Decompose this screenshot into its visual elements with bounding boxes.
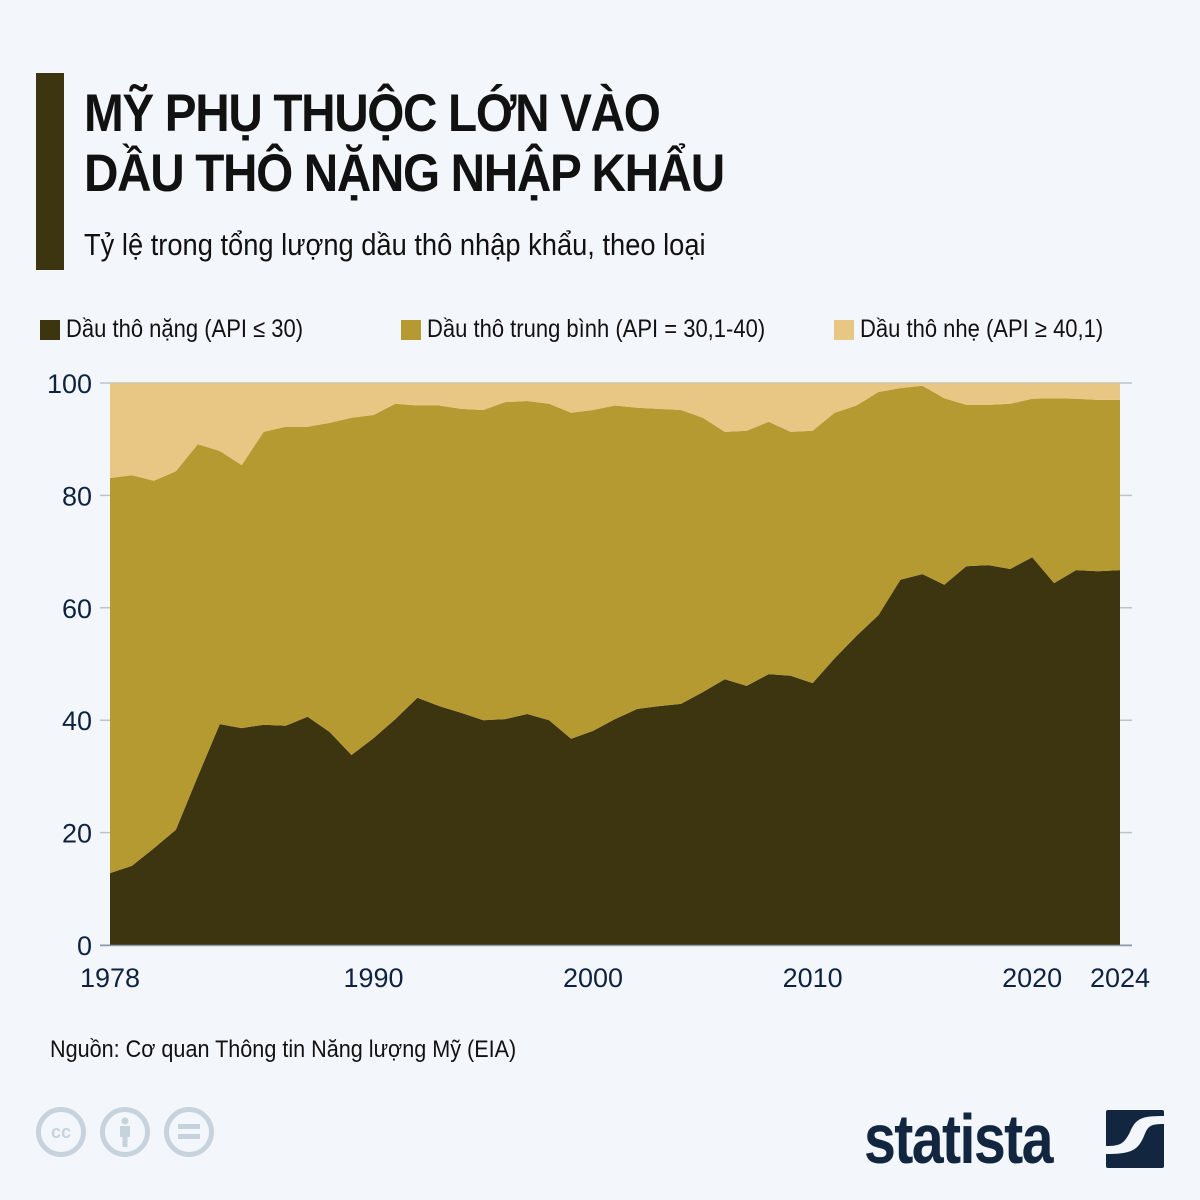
statista-logo[interactable]: statista xyxy=(864,1104,1164,1174)
statista-logo-icon xyxy=(1106,1110,1164,1168)
legend-swatch-heavy xyxy=(40,319,60,340)
area-series-1 xyxy=(110,385,1120,874)
legend-swatch-medium xyxy=(401,319,421,340)
legend-label-medium: Dầu thô trung bình (API = 30,1-40) xyxy=(427,315,766,343)
y-tick-label: 100 xyxy=(47,369,92,399)
x-tick-label: 2020 xyxy=(1002,963,1062,993)
x-tick-label: 1978 xyxy=(80,963,140,993)
y-tick-label: 40 xyxy=(62,706,92,736)
chart-areas xyxy=(110,383,1120,945)
legend-label-heavy: Dầu thô nặng (API ≤ 30) xyxy=(66,315,304,343)
legend-item-light: Dầu thô nhẹ (API ≥ 40,1) xyxy=(834,315,1136,344)
legend-item-medium: Dầu thô trung bình (API = 30,1-40) xyxy=(401,315,811,344)
legend-label-light: Dầu thô nhẹ (API ≥ 40,1) xyxy=(860,315,1104,343)
title-accent-bar xyxy=(36,73,64,270)
y-axis: 0 20 40 60 80 100 xyxy=(47,369,92,961)
area-series-2 xyxy=(110,383,1120,481)
brand-name: statista xyxy=(864,1100,1054,1178)
stacked-area-chart: 0 20 40 60 80 100 1978 1990 2000 2010 2020 2024 xyxy=(47,369,1150,993)
x-tick-label: 2000 xyxy=(563,963,623,993)
title-line-1: MỸ PHỤ THUỘC LỚN VÀO xyxy=(84,84,661,143)
y-tick-label: 80 xyxy=(62,481,92,511)
chart-subtitle: Tỷ lệ trong tổng lượng dầu thô nhập khẩu… xyxy=(84,227,706,262)
area-series-0 xyxy=(110,557,1120,945)
x-tick-label: 2010 xyxy=(783,963,843,993)
attribution-icon[interactable] xyxy=(100,1107,150,1157)
cc-icon[interactable]: cc xyxy=(36,1107,86,1157)
y-tick-label: 60 xyxy=(62,594,92,624)
x-axis: 1978 1990 2000 2010 2020 2024 xyxy=(80,944,1150,993)
license-icons: cc xyxy=(36,1107,214,1157)
y-tick-label: 0 xyxy=(77,931,92,961)
y-tick-label: 20 xyxy=(62,819,92,849)
title-line-2: DẦU THÔ NẶNG NHẬP KHẨU xyxy=(84,144,725,203)
x-tick-label: 2024 xyxy=(1090,963,1150,993)
source-note: Nguồn: Cơ quan Thông tin Năng lượng Mỹ (… xyxy=(50,1036,517,1063)
no-derivatives-icon[interactable] xyxy=(164,1107,214,1157)
legend-swatch-light xyxy=(834,319,854,340)
x-tick-label: 1990 xyxy=(343,963,403,993)
legend-item-heavy: Dầu thô nặng (API ≤ 30) xyxy=(40,315,335,344)
chart-title: MỸ PHỤ THUỘC LỚN VÀO DẦU THÔ NẶNG NHẬP K… xyxy=(84,84,725,204)
